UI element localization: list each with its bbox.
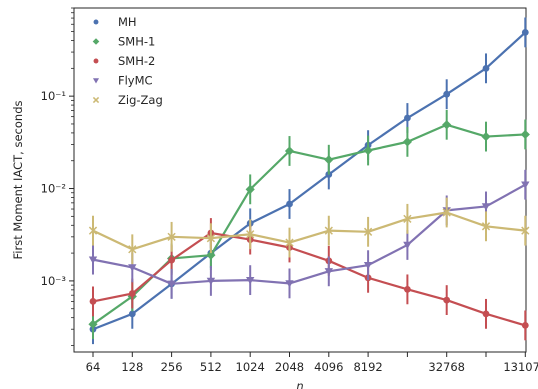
point-SMH-1-65536 bbox=[481, 131, 491, 142]
series-line-Zig-Zag bbox=[92, 211, 526, 251]
point-SMH-1-8192 bbox=[363, 145, 373, 156]
point-SMH-1-512 bbox=[206, 250, 216, 260]
point-Zig-Zag-1024-stroke-b bbox=[246, 230, 255, 239]
series-Zig-Zag bbox=[88, 197, 530, 265]
point-SMH-2-256 bbox=[168, 256, 176, 264]
point-SMH-2-64 bbox=[89, 298, 97, 305]
point-FlyMC-256 bbox=[167, 280, 176, 289]
legend-label-SMH-1: SMH-1 bbox=[118, 35, 155, 49]
x-tick-label-256: 256 bbox=[161, 360, 183, 374]
x-tick-label-128: 128 bbox=[121, 360, 143, 374]
point-FlyMC-16384 bbox=[403, 241, 412, 250]
point-SMH-2-32768 bbox=[443, 296, 451, 304]
point-Zig-Zag-131072-stroke-b bbox=[521, 226, 530, 235]
point-FlyMC-2048 bbox=[285, 280, 294, 288]
point-Zig-Zag-65536-stroke-b bbox=[481, 222, 491, 231]
point-MH-128 bbox=[128, 310, 136, 318]
series-line-FlyMC bbox=[92, 183, 526, 285]
point-SMH-1-32768 bbox=[442, 120, 452, 130]
point-FlyMC-131072 bbox=[521, 181, 530, 189]
point-SMH-1-1024 bbox=[245, 184, 255, 194]
point-SMH-1-16384 bbox=[402, 137, 412, 147]
point-SMH-2-16384 bbox=[404, 285, 411, 293]
legend-marker-FlyMC bbox=[92, 78, 100, 84]
point-MH-16384 bbox=[404, 114, 411, 122]
x-tick-label-1024: 1024 bbox=[236, 360, 265, 374]
y-tick-label-0: 10⁻³ bbox=[41, 274, 67, 288]
point-SMH-1-131072 bbox=[520, 129, 530, 140]
x-tick-label-4096: 4096 bbox=[314, 360, 343, 374]
legend-label-FlyMC: FlyMC bbox=[118, 74, 153, 88]
point-Zig-Zag-4096 bbox=[324, 226, 333, 235]
point-Zig-Zag-256 bbox=[167, 232, 176, 241]
point-FlyMC-8192 bbox=[363, 262, 373, 270]
x-tick-label-2048: 2048 bbox=[275, 360, 304, 374]
point-SMH-1-4096 bbox=[324, 155, 334, 165]
point-Zig-Zag-64-stroke-b bbox=[88, 226, 98, 235]
point-Zig-Zag-32768-stroke-b bbox=[442, 208, 451, 217]
point-Zig-Zag-512 bbox=[206, 234, 216, 243]
point-Zig-Zag-16384-stroke-b bbox=[403, 214, 412, 223]
point-Zig-Zag-128 bbox=[128, 245, 137, 254]
series-line-SMH-2 bbox=[92, 231, 526, 327]
legend-label-Zig-Zag: Zig-Zag bbox=[118, 93, 163, 107]
point-SMH-2-131072 bbox=[521, 321, 529, 329]
point-SMH-1-2048 bbox=[284, 146, 295, 156]
point-FlyMC-1024 bbox=[246, 276, 255, 285]
legend-label-MH: MH bbox=[118, 15, 137, 29]
point-FlyMC-4096 bbox=[324, 268, 333, 276]
point-Zig-Zag-2048 bbox=[285, 238, 294, 247]
legend-marker-Zig-Zag bbox=[92, 96, 100, 104]
point-FlyMC-128 bbox=[128, 264, 137, 272]
x-axis-label: n bbox=[296, 379, 303, 389]
point-Zig-Zag-2048-stroke-b bbox=[285, 238, 294, 247]
point-Zig-Zag-1024 bbox=[246, 230, 255, 239]
series-layer bbox=[88, 17, 530, 345]
point-Zig-Zag-8192 bbox=[363, 227, 373, 236]
point-FlyMC-64 bbox=[88, 256, 98, 264]
y-tick-label-1: 10⁻² bbox=[41, 182, 66, 196]
point-Zig-Zag-256-stroke-b bbox=[167, 232, 176, 241]
plot-area bbox=[73, 7, 527, 353]
point-Zig-Zag-131072 bbox=[521, 226, 530, 235]
point-Zig-Zag-16384 bbox=[403, 214, 412, 223]
y-axis-label: First Moment IACT, seconds bbox=[11, 101, 25, 260]
point-Zig-Zag-512-stroke-b bbox=[206, 234, 216, 243]
legend-marker-SMH-2 bbox=[93, 58, 99, 64]
point-Zig-Zag-65536 bbox=[481, 222, 491, 231]
point-MH-131072 bbox=[521, 28, 529, 36]
x-tick-label-131072: 131072 bbox=[503, 360, 538, 374]
point-Zig-Zag-128-stroke-b bbox=[128, 245, 137, 254]
legend-marker-Zig-Zag-stroke-b bbox=[92, 96, 100, 104]
legend-marker-SMH-1 bbox=[92, 38, 100, 45]
series-line-MH bbox=[92, 31, 527, 331]
point-FlyMC-512 bbox=[206, 277, 216, 286]
point-MH-65536 bbox=[482, 64, 490, 72]
x-tick-label-64: 64 bbox=[86, 360, 101, 374]
point-SMH-2-65536 bbox=[482, 310, 490, 318]
point-FlyMC-65536 bbox=[481, 203, 491, 211]
x-tick-label-512: 512 bbox=[200, 360, 222, 374]
point-MH-2048 bbox=[286, 200, 293, 208]
x-tick-label-32768: 32768 bbox=[428, 360, 465, 374]
point-Zig-Zag-4096-stroke-b bbox=[324, 226, 333, 235]
y-tick-label-2: 10⁻¹ bbox=[41, 89, 66, 103]
point-SMH-1-64 bbox=[88, 319, 98, 329]
series-FlyMC bbox=[88, 169, 530, 299]
x-tick-label-8192: 8192 bbox=[353, 360, 382, 374]
point-Zig-Zag-64 bbox=[88, 226, 98, 235]
legend-marker-MH bbox=[93, 19, 99, 25]
point-MH-32768 bbox=[443, 90, 451, 98]
legend-label-SMH-2: SMH-2 bbox=[118, 54, 155, 68]
point-Zig-Zag-32768 bbox=[442, 208, 451, 217]
axis-layer: 64 128 256 512 1024 2048 4096 8192 32768 131072 10… bbox=[41, 7, 538, 374]
point-SMH-2-128 bbox=[128, 290, 136, 297]
legend: MH SMH-1 SMH-2 FlyMC Zig-Zag bbox=[92, 15, 163, 107]
point-Zig-Zag-8192-stroke-b bbox=[363, 227, 373, 236]
